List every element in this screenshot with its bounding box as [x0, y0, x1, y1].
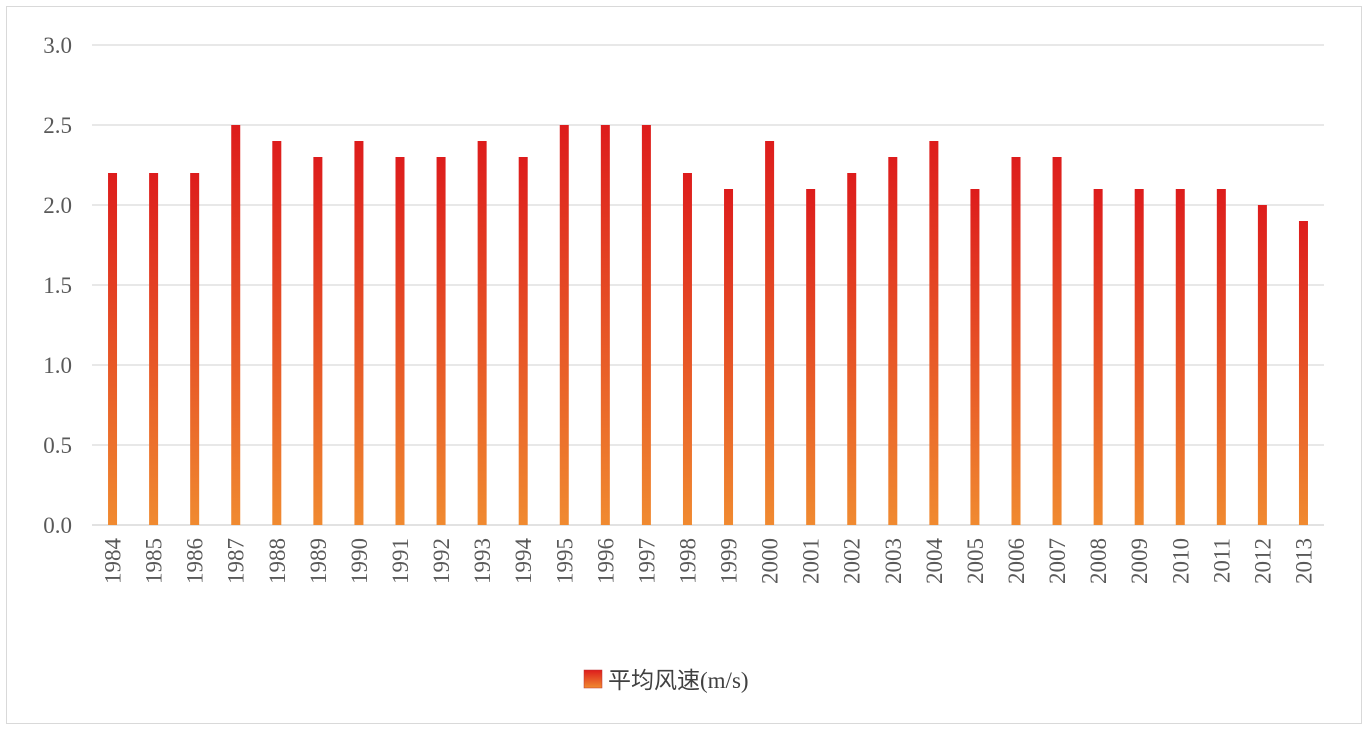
x-tick-label: 1989	[306, 538, 331, 584]
x-tick-label: 2013	[1291, 538, 1316, 584]
bar-2000	[765, 141, 775, 525]
bar-2013	[1298, 221, 1308, 525]
x-tick-label: 1998	[675, 538, 700, 584]
bar-series	[108, 125, 1308, 525]
y-tick-label: 2.0	[43, 193, 72, 218]
bar-1992	[436, 157, 446, 525]
bar-1996	[600, 125, 610, 525]
bar-1995	[559, 125, 569, 525]
x-axis-ticks: 1984 1985 1986 1987 1988 1989 1990 1991 1992 1993…	[101, 538, 1317, 585]
x-tick-label: 1996	[593, 538, 618, 584]
x-tick-label: 1995	[552, 538, 577, 584]
y-tick-label: 2.5	[43, 113, 72, 138]
x-tick-label: 2011	[1209, 538, 1234, 583]
x-tick-label: 2012	[1250, 538, 1275, 584]
legend-swatch	[583, 669, 603, 689]
x-tick-label: 1994	[511, 538, 536, 585]
x-tick-label: 1991	[388, 538, 413, 584]
x-tick-label: 1997	[634, 538, 659, 584]
y-axis-ticks: 0.0 0.5 1.0 1.5 2.0 2.5 3.0	[43, 33, 72, 538]
x-tick-label: 2008	[1086, 538, 1111, 584]
x-tick-label: 1999	[717, 538, 742, 584]
x-tick-label: 2003	[881, 538, 906, 584]
bar-1999	[724, 189, 734, 525]
bar-2009	[1134, 189, 1144, 525]
x-tick-label: 2005	[963, 538, 988, 584]
bar-2012	[1257, 205, 1267, 525]
y-tick-label: 3.0	[43, 33, 72, 58]
x-tick-label: 2000	[758, 538, 783, 584]
bar-1994	[518, 157, 528, 525]
bar-2006	[1011, 157, 1021, 525]
x-tick-label: 2006	[1004, 538, 1029, 584]
x-tick-label: 2004	[922, 538, 947, 585]
y-tick-label: 1.5	[43, 273, 72, 298]
bar-2002	[847, 173, 857, 525]
y-tick-label: 0.0	[43, 513, 72, 538]
bar-2011	[1216, 189, 1226, 525]
x-tick-label: 2002	[840, 538, 865, 584]
bar-2004	[929, 141, 939, 525]
bar-1993	[477, 141, 487, 525]
bar-1990	[354, 141, 364, 525]
x-tick-label: 2010	[1168, 538, 1193, 584]
bar-1997	[641, 125, 651, 525]
bar-1984	[108, 173, 118, 525]
x-tick-label: 1986	[183, 538, 208, 584]
x-tick-label: 2009	[1127, 538, 1152, 584]
x-tick-label: 1985	[142, 538, 167, 584]
bar-1987	[231, 125, 241, 525]
bar-2010	[1175, 189, 1185, 525]
bar-1991	[395, 157, 405, 525]
bar-2005	[970, 189, 980, 525]
x-tick-label: 1984	[101, 538, 126, 585]
x-tick-label: 1988	[265, 538, 290, 584]
bar-1985	[149, 173, 159, 525]
bar-2007	[1052, 157, 1062, 525]
grid-lines	[92, 44, 1324, 526]
bar-1986	[190, 173, 200, 525]
x-tick-label: 2007	[1045, 538, 1070, 584]
bar-1989	[313, 157, 323, 525]
y-tick-label: 0.5	[43, 433, 72, 458]
bar-2003	[888, 157, 898, 525]
legend: 平均风速(m/s)	[583, 668, 749, 693]
legend-label: 平均风速(m/s)	[608, 668, 749, 693]
x-tick-label: 1993	[470, 538, 495, 584]
bar-1988	[272, 141, 282, 525]
bar-1998	[682, 173, 692, 525]
x-tick-label: 1987	[224, 538, 249, 584]
x-tick-label: 2001	[799, 538, 824, 584]
bar-2001	[806, 189, 816, 525]
x-tick-label: 1992	[429, 538, 454, 584]
bar-2008	[1093, 189, 1103, 525]
y-tick-label: 1.0	[43, 353, 72, 378]
x-tick-label: 1990	[347, 538, 372, 584]
